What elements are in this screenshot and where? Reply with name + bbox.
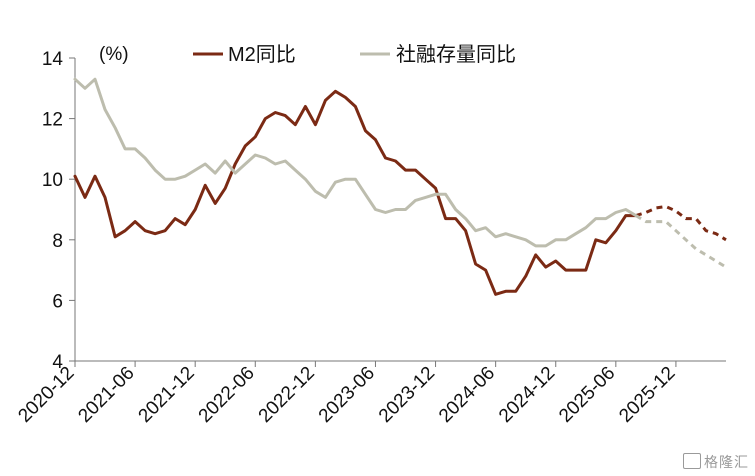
x-ticks: 2020-122021-062021-122022-062022-122023-…	[14, 361, 679, 427]
x-tick-label: 2024-06	[435, 363, 499, 427]
y-unit-label: (%)	[99, 44, 129, 65]
legend-label-m2: M2同比	[228, 43, 296, 66]
x-tick-label: 2023-06	[315, 363, 379, 427]
y-tick-label: 4	[52, 352, 63, 373]
x-tick-label: 2025-12	[615, 363, 679, 427]
x-tick-label: 2025-06	[555, 363, 619, 427]
chart-axes	[74, 58, 726, 362]
y-tick-label: 8	[52, 231, 63, 252]
y-tick-label: 6	[52, 291, 63, 312]
watermark-logo-icon	[683, 453, 701, 469]
series-line-0	[73, 89, 638, 296]
legend: M2同比 社融存量同比	[193, 43, 516, 66]
y-tick-label: 14	[42, 49, 64, 70]
series-line-2	[73, 77, 638, 248]
x-tick-label: 2021-12	[135, 363, 199, 427]
watermark: 格隆汇	[683, 452, 749, 472]
y-tick-label: 12	[42, 110, 63, 131]
x-tick-label: 2022-06	[195, 363, 259, 427]
x-tick-label: 2024-12	[495, 363, 559, 427]
x-tick-label: 2021-06	[74, 363, 138, 427]
y-ticks: 4 6 8 10 12 14	[42, 49, 75, 373]
series-line-1	[635, 205, 727, 242]
legend-label-social-financing: 社融存量同比	[396, 43, 516, 66]
series-line-3	[635, 214, 727, 269]
watermark-text: 格隆汇	[704, 455, 749, 471]
x-tick-label: 2023-12	[375, 363, 439, 427]
x-tick-label: 2022-12	[255, 363, 319, 427]
y-tick-label: 10	[42, 170, 63, 191]
series-layer	[73, 77, 727, 296]
x-tick-label: 2020-12	[14, 363, 78, 427]
